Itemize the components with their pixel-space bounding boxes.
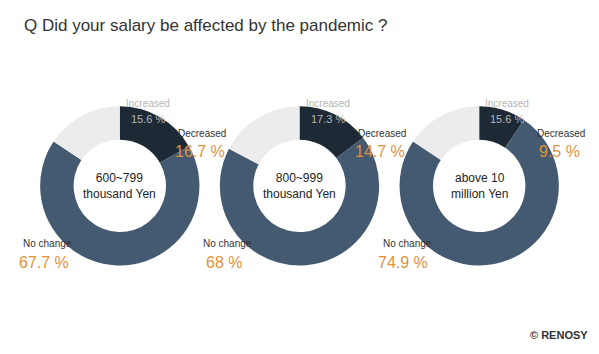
svg-text:Increased: Increased bbox=[485, 98, 529, 109]
svg-text:14.7 %: 14.7 % bbox=[355, 143, 405, 160]
svg-text:15.6 %: 15.6 % bbox=[490, 113, 524, 125]
svg-text:9.5 %: 9.5 % bbox=[539, 143, 580, 160]
svg-text:Decreased: Decreased bbox=[537, 128, 585, 139]
svg-text:17.3 %: 17.3 % bbox=[311, 113, 345, 125]
svg-text:16.7 %: 16.7 % bbox=[175, 143, 225, 160]
svg-text:68 %: 68 % bbox=[206, 254, 242, 271]
svg-text:No change: No change bbox=[23, 238, 72, 249]
svg-text:Increased: Increased bbox=[306, 98, 350, 109]
svg-text:No change: No change bbox=[203, 238, 252, 249]
svg-text:Decreased: Decreased bbox=[178, 128, 226, 139]
svg-text:74.9 %: 74.9 % bbox=[378, 254, 428, 271]
svg-text:67.7 %: 67.7 % bbox=[19, 254, 69, 271]
svg-text:15.6 %: 15.6 % bbox=[131, 113, 165, 125]
svg-text:Decreased: Decreased bbox=[358, 128, 406, 139]
svg-text:800~999thousand Yen: 800~999thousand Yen bbox=[263, 171, 336, 201]
svg-text:600~799thousand Yen: 600~799thousand Yen bbox=[83, 171, 156, 201]
svg-text:© RENOSY: © RENOSY bbox=[530, 329, 588, 341]
svg-text:Increased: Increased bbox=[126, 98, 170, 109]
svg-text:No change: No change bbox=[383, 238, 432, 249]
svg-text:Q Did your salary be affected: Q Did your salary be affected by the pan… bbox=[24, 16, 388, 35]
svg-text:above 10million Yen: above 10million Yen bbox=[451, 171, 508, 201]
